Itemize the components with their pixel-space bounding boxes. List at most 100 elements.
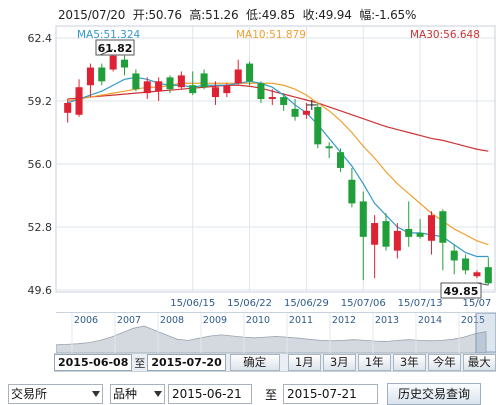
ma30-line <box>67 84 489 152</box>
candle-down <box>291 108 299 117</box>
price-chart: 62.4 59.2 56.0 52.8 49.6 15/06/15 15/06/22 15/… <box>28 25 496 309</box>
candle-down <box>450 250 458 261</box>
candle-down <box>439 211 447 243</box>
info-high: 高:51.26 <box>189 8 239 22</box>
candle-down <box>416 232 424 237</box>
candle-up <box>427 215 435 241</box>
candle-down <box>121 59 129 68</box>
info-change: 幅:-1.65% <box>359 8 417 22</box>
query-end-date-input[interactable]: 2015-07-21 <box>283 384 378 404</box>
candle-up <box>64 102 72 113</box>
range-end-date[interactable]: 2015-07-20 <box>147 354 226 371</box>
candle-up <box>268 97 276 100</box>
candle-up <box>109 55 117 70</box>
variety-select-value: 品种 <box>113 387 138 401</box>
info-date: 2015/07/20 <box>58 8 126 22</box>
candle-down <box>257 83 265 100</box>
candle-down <box>280 97 288 105</box>
chart-grid <box>55 25 496 293</box>
max-label-text: 61.82 <box>98 42 133 55</box>
navigator-year-label: 2013 <box>375 315 399 326</box>
navigator-year-label: 2010 <box>246 315 270 326</box>
min-label-pointer <box>476 282 489 286</box>
candle-up <box>143 81 151 94</box>
candle-up <box>223 85 231 94</box>
x-tick-label: 15/07/13 <box>398 298 443 309</box>
period-1-year-button[interactable]: 1年 <box>357 354 391 371</box>
candle-down <box>98 67 106 82</box>
candle-down <box>325 146 333 149</box>
candle-up <box>302 110 310 115</box>
candle-down <box>246 63 254 82</box>
info-close: 收:49.94 <box>302 8 352 22</box>
x-tick-label: 15/06/15 <box>170 298 215 309</box>
history-query-bar: 交易所 品种 2015-06-21 至 2015-07-21 历史交易查询 <box>0 383 496 405</box>
ohlc-info-line: 2015/07/20 开:50.76 高:51.26 低:49.85 收:49.… <box>58 6 420 23</box>
history-query-button[interactable]: 历史交易查询 <box>387 383 481 405</box>
x-axis-tick-labels: 15/06/15 15/06/22 15/06/29 15/07/06 15/07/13… <box>170 298 491 309</box>
max-label-pointer <box>99 48 114 56</box>
candlesticks <box>64 49 492 286</box>
legend-entry: MA10:51.879 <box>236 29 306 41</box>
exchange-select-value: 交易所 <box>11 387 48 401</box>
navigator-year-label: 2011 <box>289 315 313 326</box>
navigator-selection <box>475 312 496 354</box>
navigator-year-label: 2006 <box>74 315 98 326</box>
candle-down <box>359 201 367 237</box>
chevron-down-icon <box>154 391 162 397</box>
y-tick-label: 59.2 <box>28 95 53 108</box>
min-label-text: 49.85 <box>444 285 479 298</box>
y-axis-tick-labels: 62.4 59.2 56.0 52.8 49.6 <box>28 32 53 297</box>
y-tick-label: 49.6 <box>28 284 53 297</box>
y-tick-label: 52.8 <box>28 221 53 234</box>
info-open: 开:50.76 <box>132 8 182 22</box>
candle-down <box>484 267 492 284</box>
navigator-year-label: 2008 <box>160 315 184 326</box>
date-range-bar: 2015-06-08 至 2015-07-20 确定 1月 3月 1年 3年 今… <box>54 353 496 372</box>
chart-legend: MA5:51.324 MA10:51.879 MA30:56.648 <box>77 29 480 41</box>
navigator-year-label: 2009 <box>203 315 227 326</box>
x-tick-label: 15/06/22 <box>227 298 272 309</box>
period-this-year-button[interactable]: 今年 <box>427 354 461 371</box>
period-3-month-button[interactable]: 3月 <box>322 354 356 371</box>
navigator-year-label: 2007 <box>117 315 141 326</box>
legend-entry: MA5:51.324 <box>77 29 141 41</box>
range-to-label: 至 <box>134 356 146 370</box>
x-tick-label: 15/07/06 <box>341 298 386 309</box>
candle-up <box>393 230 401 251</box>
chevron-down-icon <box>92 391 100 397</box>
candle-down <box>382 221 390 247</box>
candle-down <box>132 73 140 90</box>
candle-up <box>155 81 163 92</box>
info-low: 低:49.85 <box>246 8 296 22</box>
confirm-button[interactable]: 确定 <box>229 354 280 371</box>
candle-down <box>337 152 345 168</box>
candle-down <box>200 73 208 88</box>
candle-down <box>348 179 356 204</box>
period-1-month-button[interactable]: 1月 <box>287 354 321 371</box>
candle-down <box>189 85 197 94</box>
candle-down <box>462 258 470 271</box>
plot-area <box>55 25 496 293</box>
navigator-year-label: 2012 <box>332 315 356 326</box>
y-tick-label: 56.0 <box>28 158 53 171</box>
navigator-year-label: 2015 <box>461 315 485 326</box>
candle-up <box>473 272 481 277</box>
navigator-chart: 2006 2007 2008 2009 2010 2011 2012 2013 2014 2015 <box>55 312 496 354</box>
exchange-select[interactable]: 交易所 <box>8 384 103 404</box>
query-start-date-input[interactable]: 2015-06-21 <box>168 384 252 404</box>
max-label-box <box>95 39 135 56</box>
variety-select[interactable]: 品种 <box>110 384 165 404</box>
min-label-box <box>440 282 482 299</box>
range-start-date[interactable]: 2015-06-08 <box>54 354 133 371</box>
navigator-strip[interactable]: 2006 2007 2008 2009 2010 2011 2012 2013 2014 2015 <box>55 312 496 354</box>
x-tick-label: 15/07 <box>463 298 492 309</box>
candle-up <box>234 69 242 84</box>
price-annotations: 61.82 49.85 <box>95 39 489 299</box>
period-3-year-button[interactable]: 3年 <box>392 354 426 371</box>
navigator-area <box>55 325 487 354</box>
candle-up <box>75 87 83 115</box>
y-tick-label: 62.4 <box>28 32 53 45</box>
period-max-button[interactable]: 最大 <box>462 354 496 371</box>
candle-up <box>371 223 379 245</box>
